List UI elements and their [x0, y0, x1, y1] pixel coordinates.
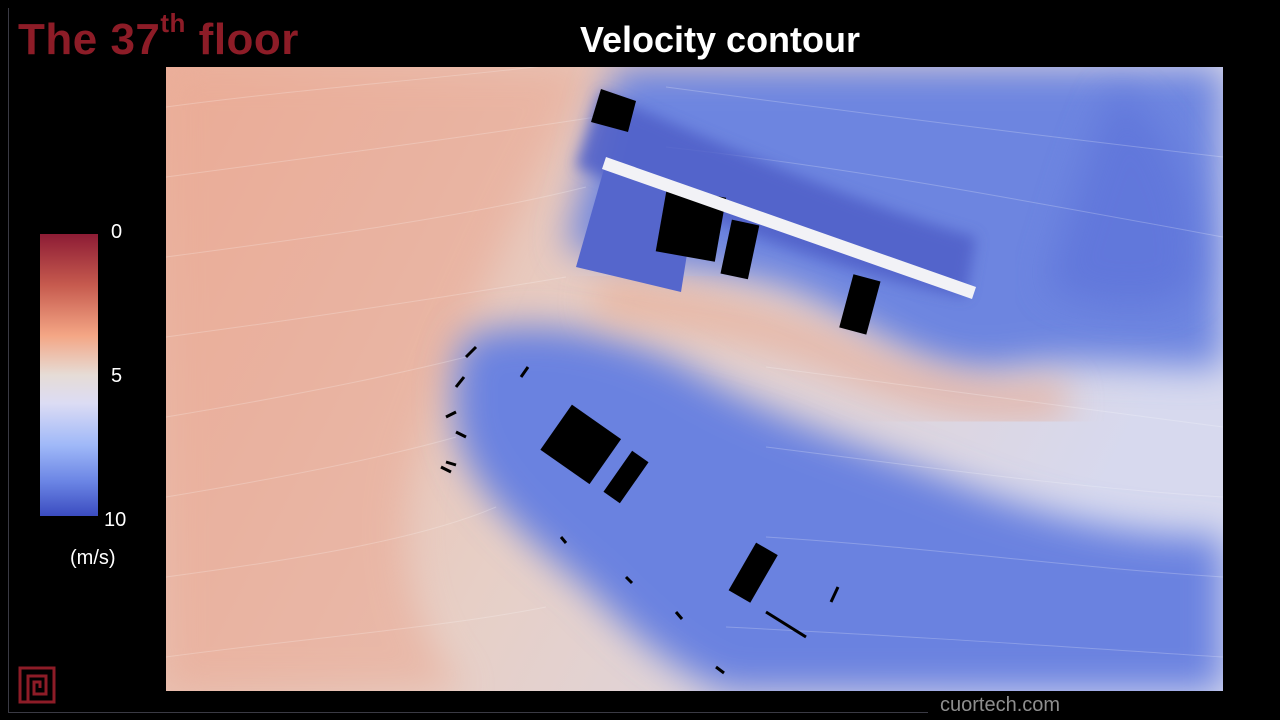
legend-unit: (m/s)	[70, 547, 116, 569]
floor-title-superscript: th	[160, 8, 186, 38]
contour-image	[166, 67, 1223, 691]
square-spiral-logo-icon	[18, 666, 56, 704]
wake-zone-lower	[454, 327, 1223, 691]
legend-label-5: 5	[111, 365, 123, 387]
wall-segments	[440, 345, 840, 675]
legend-label-10: 10	[104, 509, 127, 531]
legend-color-bar	[40, 234, 98, 516]
site-url: cuortech.com	[940, 694, 1061, 716]
jet-stream	[593, 277, 1070, 421]
streamlines	[166, 67, 1223, 658]
frame-line-left	[8, 8, 9, 713]
legend-label-0: 0	[111, 221, 123, 243]
floor-title: The 37th floor	[18, 10, 299, 66]
building-footprints	[540, 89, 976, 603]
high-speed-zone	[166, 67, 596, 691]
floor-title-tail: floor	[185, 15, 299, 64]
vortex-region	[1046, 87, 1198, 306]
velocity-contour-map	[166, 67, 1223, 691]
contour-title: Velocity contour	[579, 19, 861, 60]
floor-title-main: The 37	[18, 15, 161, 64]
frame-line-bottom	[8, 712, 928, 713]
